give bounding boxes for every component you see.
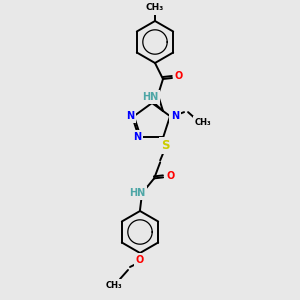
Text: CH₃: CH₃ — [195, 118, 212, 127]
Text: CH₃: CH₃ — [146, 4, 164, 13]
Text: S: S — [161, 139, 170, 152]
Text: O: O — [166, 171, 174, 182]
Text: O: O — [175, 71, 183, 81]
Text: CH₃: CH₃ — [106, 281, 122, 290]
Text: O: O — [136, 255, 144, 265]
Text: HN: HN — [129, 188, 145, 198]
Text: N: N — [126, 111, 134, 121]
Text: N: N — [171, 111, 179, 121]
Text: N: N — [133, 132, 141, 142]
Text: HN: HN — [142, 92, 158, 102]
